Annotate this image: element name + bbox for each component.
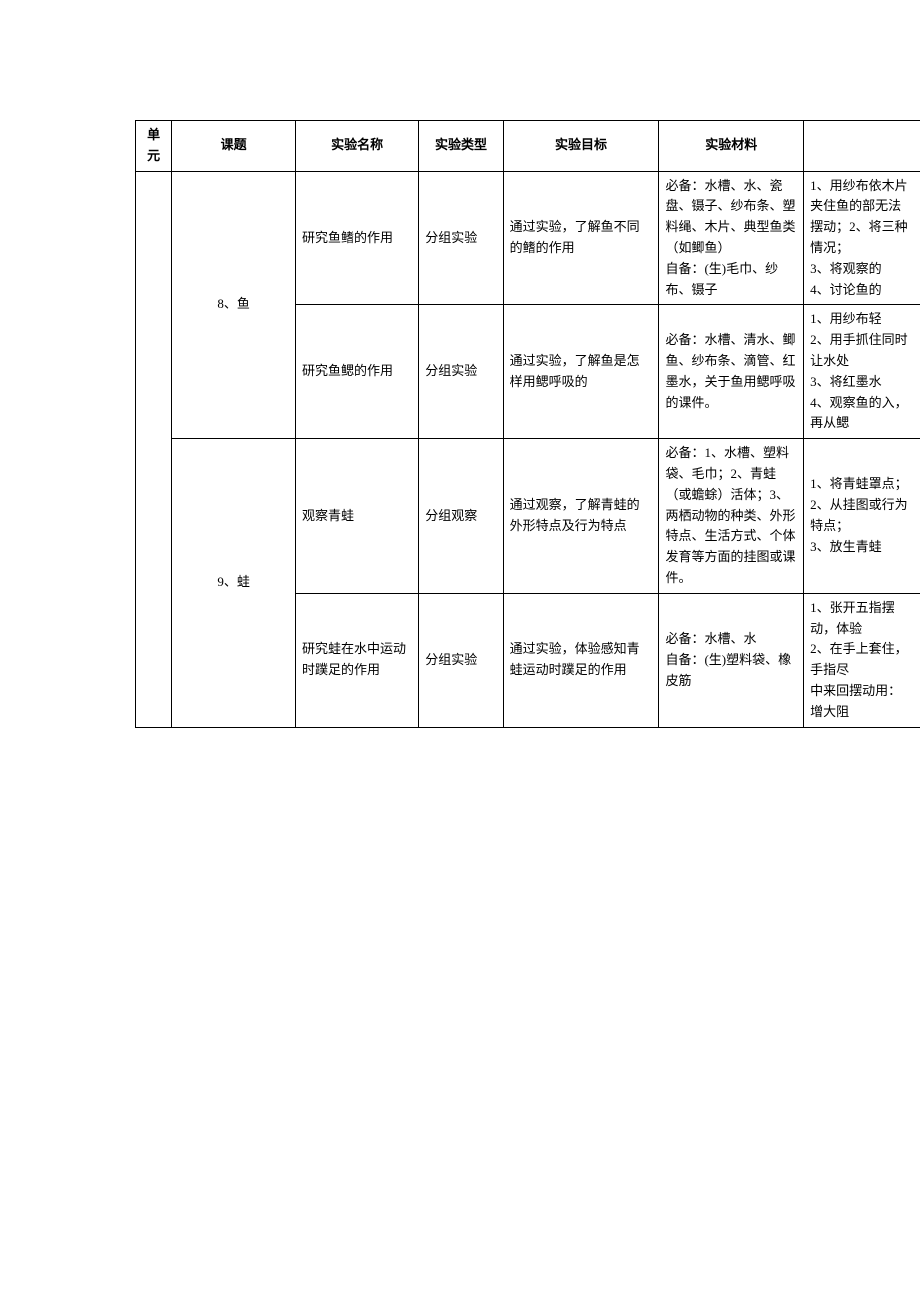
cell-material: 必备：1、水槽、塑料袋、毛巾；2、青蛙（或蟾蜍）活体；3、两栖动物的种类、外形特… xyxy=(659,439,804,594)
cell-goal: 通过实验，了解鱼是怎样用鳃呼吸的 xyxy=(503,305,659,439)
cell-unit xyxy=(136,171,172,727)
cell-material: 必备：水槽、水自备：(生)塑料袋、橡皮筋 xyxy=(659,593,804,727)
header-unit: 单元 xyxy=(136,121,172,172)
cell-goal: 通过观察，了解青蛙的外形特点及行为特点 xyxy=(503,439,659,594)
header-extra xyxy=(804,121,920,172)
table-row: 8、鱼 研究鱼鳍的作用 分组实验 通过实验，了解鱼不同的鳍的作用 必备：水槽、水… xyxy=(136,171,920,305)
cell-material: 必备：水槽、清水、鲫鱼、纱布条、滴管、红墨水，关于鱼用鳃呼吸的课件。 xyxy=(659,305,804,439)
header-name: 实验名称 xyxy=(295,121,418,172)
cell-name: 研究鱼鳍的作用 xyxy=(295,171,418,305)
cell-name: 研究鱼鳃的作用 xyxy=(295,305,418,439)
cell-goal: 通过实验，了解鱼不同的鳍的作用 xyxy=(503,171,659,305)
cell-goal: 通过实验，体验感知青蛙运动时蹼足的作用 xyxy=(503,593,659,727)
cell-type: 分组实验 xyxy=(419,593,503,727)
header-type: 实验类型 xyxy=(419,121,503,172)
cell-type: 分组观察 xyxy=(419,439,503,594)
cell-extra: 1、将青蛙罩点；2、从挂图或行为特点；3、放生青蛙 xyxy=(804,439,920,594)
header-topic: 课题 xyxy=(172,121,296,172)
cell-type: 分组实验 xyxy=(419,171,503,305)
table-row: 9、蛙 观察青蛙 分组观察 通过观察，了解青蛙的外形特点及行为特点 必备：1、水… xyxy=(136,439,920,594)
cell-name: 研究蛙在水中运动时蹼足的作用 xyxy=(295,593,418,727)
cell-topic: 8、鱼 xyxy=(172,171,296,439)
experiment-table: 单元 课题 实验名称 实验类型 实验目标 实验材料 8、鱼 研究鱼鳍的作用 分组… xyxy=(135,120,920,728)
header-material: 实验材料 xyxy=(659,121,804,172)
cell-topic: 9、蛙 xyxy=(172,439,296,727)
cell-name: 观察青蛙 xyxy=(295,439,418,594)
table-header-row: 单元 课题 实验名称 实验类型 实验目标 实验材料 xyxy=(136,121,920,172)
cell-type: 分组实验 xyxy=(419,305,503,439)
cell-extra: 1、张开五指摆动，体验2、在手上套住，手指尽中来回摆动用：增大阻 xyxy=(804,593,920,727)
document-page: 单元 课题 实验名称 实验类型 实验目标 实验材料 8、鱼 研究鱼鳍的作用 分组… xyxy=(0,0,920,1302)
header-goal: 实验目标 xyxy=(503,121,659,172)
cell-extra: 1、用纱布依木片夹住鱼的部无法摆动；2、将三种情况；3、将观察的4、讨论鱼的 xyxy=(804,171,920,305)
cell-material: 必备：水槽、水、瓷盘、镊子、纱布条、塑料绳、木片、典型鱼类（如鲫鱼）自备：(生)… xyxy=(659,171,804,305)
cell-extra: 1、用纱布轻2、用手抓住同时让水处3、将红墨水4、观察鱼的入，再从鳃 xyxy=(804,305,920,439)
